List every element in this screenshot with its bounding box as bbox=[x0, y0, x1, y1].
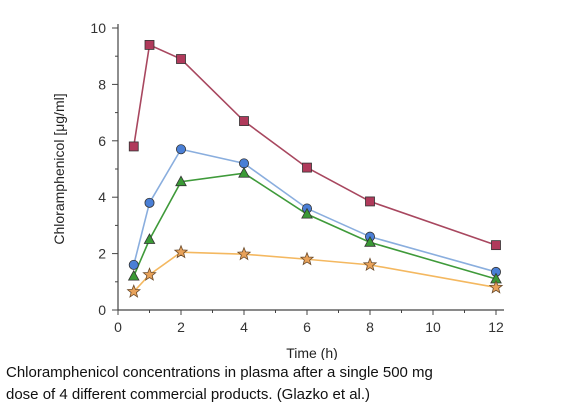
line-chart: 0 2 4 6 8 10 12 0 2 4 6 8 10 Time (h) Chloramphenicol … bbox=[51, 20, 504, 360]
caption-line-1: Chloramphenicol concentrations in plasma… bbox=[6, 364, 433, 381]
data-point-square bbox=[491, 240, 501, 251]
y-tick-label: 6 bbox=[98, 133, 106, 149]
x-axis-title: Time (h) bbox=[286, 345, 338, 360]
data-point-star bbox=[173, 244, 189, 259]
x-tick-label: 10 bbox=[425, 319, 441, 335]
x-tick-label: 12 bbox=[488, 319, 504, 335]
data-point-square bbox=[302, 162, 312, 173]
data-point-square bbox=[144, 40, 155, 50]
data-point-triangle bbox=[143, 233, 156, 244]
data-point-circle bbox=[238, 158, 249, 169]
data-point-star bbox=[142, 267, 157, 281]
series-line-circle bbox=[132, 148, 497, 273]
data-point-star bbox=[126, 284, 141, 298]
data-point-circle bbox=[144, 197, 155, 208]
y-tick-label: 0 bbox=[98, 302, 106, 318]
y-tick-label: 10 bbox=[90, 20, 106, 36]
y-axis-title: Chloramphenicol [μg/ml] bbox=[51, 93, 67, 244]
data-point-star bbox=[488, 279, 504, 294]
series-line-star bbox=[133, 251, 497, 293]
x-tick-label: 6 bbox=[303, 319, 311, 335]
y-tick-label: 8 bbox=[98, 76, 106, 92]
data-point-triangle bbox=[238, 166, 250, 178]
x-tick-label: 4 bbox=[240, 319, 248, 335]
data-point-triangle bbox=[364, 235, 376, 247]
data-point-triangle bbox=[301, 207, 313, 219]
data-point-square bbox=[239, 116, 249, 126]
figure-caption: Chloramphenicol concentrations in plasma… bbox=[6, 362, 558, 406]
data-point-square bbox=[365, 196, 375, 207]
caption-line-2: dose of 4 different commercial products.… bbox=[6, 386, 371, 403]
data-point-triangle bbox=[175, 175, 187, 187]
data-point-star bbox=[299, 251, 315, 266]
x-tick-label: 2 bbox=[177, 319, 185, 335]
data-point-star bbox=[236, 246, 252, 261]
data-point-star bbox=[362, 257, 378, 272]
data-point-square bbox=[176, 54, 186, 64]
data-point-triangle bbox=[127, 269, 140, 281]
x-tick-label: 8 bbox=[366, 319, 374, 335]
y-tick-label: 2 bbox=[98, 246, 106, 262]
y-tick-label: 4 bbox=[98, 189, 106, 205]
data-point-square bbox=[128, 141, 139, 152]
x-tick-label: 0 bbox=[114, 319, 122, 335]
series-line-square bbox=[132, 43, 497, 246]
data-point-circle bbox=[128, 259, 139, 270]
data-point-circle bbox=[175, 144, 186, 155]
